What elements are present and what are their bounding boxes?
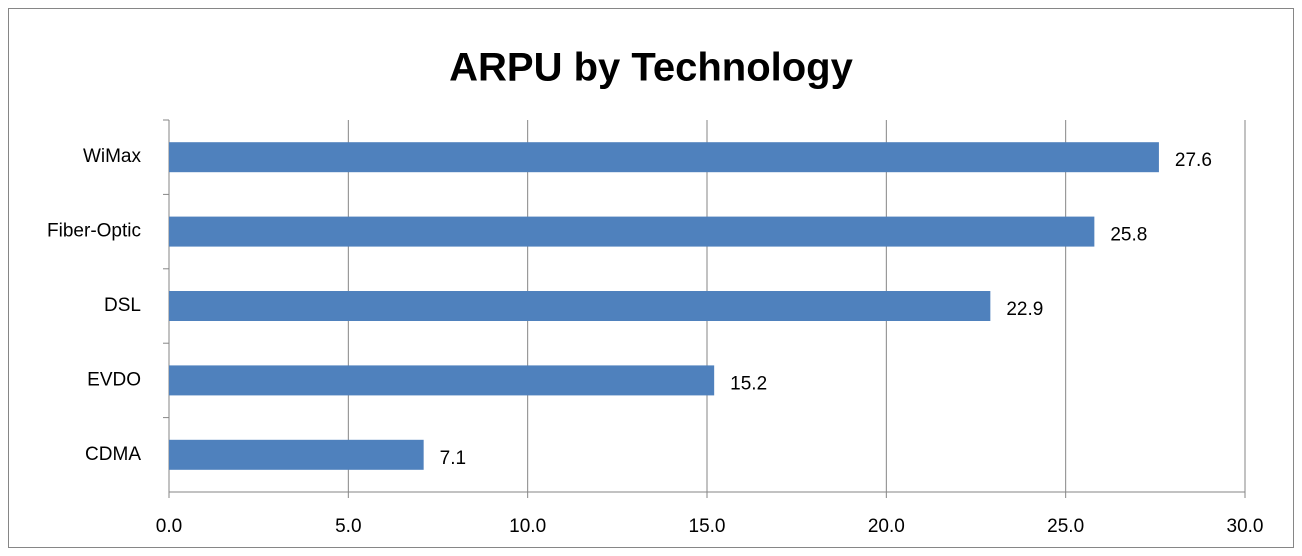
x-tick-label: 10.0 bbox=[509, 516, 546, 537]
data-label: 25.8 bbox=[1110, 225, 1147, 246]
x-tick-label: 20.0 bbox=[868, 516, 905, 537]
data-label: 27.6 bbox=[1175, 150, 1212, 171]
data-label: 7.1 bbox=[440, 448, 466, 469]
bar bbox=[169, 365, 715, 396]
x-tick-label: 15.0 bbox=[689, 516, 726, 537]
x-tick-label: 5.0 bbox=[335, 516, 361, 537]
chart-title: ARPU by Technology bbox=[449, 46, 853, 90]
data-label: 15.2 bbox=[730, 373, 767, 394]
y-tick-label: WiMax bbox=[83, 146, 142, 167]
bar bbox=[169, 142, 1159, 173]
data-label: 22.9 bbox=[1006, 299, 1043, 320]
y-tick-label: DSL bbox=[104, 295, 141, 316]
bar bbox=[169, 291, 991, 321]
y-tick-label: CDMA bbox=[85, 444, 141, 465]
bar bbox=[169, 216, 1095, 247]
bar bbox=[169, 439, 424, 470]
y-tick-label: EVDO bbox=[87, 369, 141, 390]
y-tick-label: Fiber-Optic bbox=[47, 221, 141, 242]
x-tick-label: 0.0 bbox=[156, 516, 182, 537]
x-tick-label: 30.0 bbox=[1227, 516, 1264, 537]
x-tick-label: 25.0 bbox=[1047, 516, 1084, 537]
